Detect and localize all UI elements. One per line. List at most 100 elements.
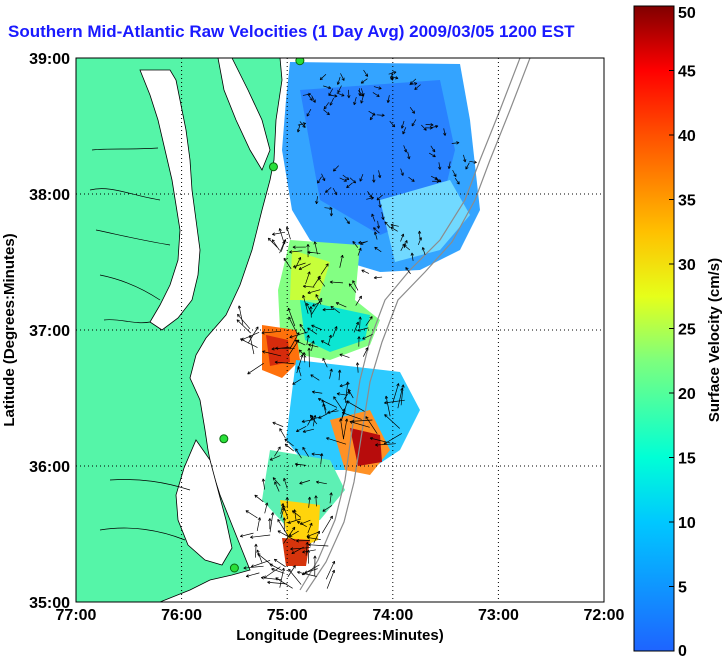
velocity-arrow (361, 269, 370, 274)
chesapeake-bay (139, 69, 201, 331)
velocity-arrow (237, 313, 251, 330)
velocity-arrow (347, 89, 351, 99)
x-tick-label: 74:00 (372, 607, 413, 624)
velocity-arrow (323, 109, 330, 116)
velocity-arrow (378, 199, 382, 208)
velocity-arrow (321, 173, 326, 182)
velocity-arrow (250, 534, 271, 539)
velocity-arrow (373, 231, 378, 240)
velocity-arrow (414, 84, 421, 90)
velocity-arrow (302, 428, 314, 433)
velocity-arrow (302, 549, 316, 554)
velocity-arrow (362, 347, 369, 357)
velocity-arrow (271, 239, 280, 251)
velocity-arrow (311, 324, 322, 331)
velocity-arrow (241, 331, 260, 341)
velocity-arrow (373, 275, 383, 280)
velocity-arrow (339, 177, 347, 182)
velocity-arrow (302, 294, 309, 314)
velocity-arrow (294, 462, 307, 466)
velocity-arrow (311, 390, 323, 394)
grid-lines (76, 58, 604, 602)
velocity-arrow (327, 410, 339, 414)
x-tick-label: 72:00 (584, 607, 625, 624)
y-axis-label: Latitude (Degrees:Minutes) (1, 233, 18, 426)
velocity-arrow (247, 363, 264, 375)
velocity-arrow (325, 560, 336, 580)
velocity-arrow (348, 283, 357, 293)
velocity-arrow (294, 256, 302, 270)
velocity-arrow (295, 539, 310, 543)
velocity-arrow (298, 349, 307, 358)
velocity-arrow (417, 230, 422, 240)
velocity-arrow (257, 553, 274, 567)
velocity-arrow (329, 208, 334, 217)
velocity-arrow (302, 446, 309, 457)
velocity-arrow (365, 416, 378, 434)
velocity-arrow (293, 509, 297, 521)
velocity-arrow (363, 69, 369, 77)
velocity-arrow (292, 245, 306, 249)
radar-stations (219, 58, 305, 573)
velocity-arrow (368, 110, 376, 116)
velocity-arrow (332, 165, 339, 172)
velocity-arrow (299, 480, 311, 485)
x-tick-label: 76:00 (161, 607, 202, 624)
velocity-arrow (353, 321, 359, 333)
colorbar (633, 5, 675, 652)
x-axis-label: Longitude (Degrees:Minutes) (236, 627, 444, 644)
velocity-arrow (411, 119, 417, 127)
velocity-arrow (279, 428, 286, 439)
velocity-arrow (301, 419, 314, 423)
velocity-arrow (271, 346, 291, 351)
velocity-arrow (344, 217, 350, 225)
velocity-arrow (254, 494, 264, 503)
velocity-arrow (339, 418, 344, 440)
colorbar-tick-label: 15 (678, 451, 696, 468)
velocity-arrow (314, 495, 318, 507)
velocity-arrow (313, 555, 317, 576)
velocity-arrow (309, 306, 313, 318)
radar-station-marker (268, 162, 278, 172)
velocity-arrow (288, 568, 302, 585)
velocity-arrow (384, 221, 391, 229)
velocity-arrow (359, 173, 364, 182)
velocity-arrow (287, 565, 296, 578)
velocity-arrow (454, 177, 460, 185)
velocity-arrow (329, 97, 334, 106)
velocity-arrow (366, 196, 375, 200)
velocity-arrow (381, 212, 385, 220)
velocity-arrow (323, 85, 332, 90)
velocity-arrow (371, 213, 376, 222)
bathymetry-contours (299, 58, 531, 593)
velocity-arrow (327, 334, 332, 345)
velocity-arrow (337, 369, 342, 381)
velocity-arrow (301, 564, 320, 576)
velocity-arrow (283, 526, 296, 544)
radar-station-marker (219, 434, 229, 444)
y-tick-label: 37:00 (29, 323, 70, 340)
velocity-arrow (272, 421, 284, 427)
velocity-arrow (343, 390, 351, 400)
velocity-arrow (279, 567, 285, 588)
velocity-arrow (245, 510, 258, 519)
velocity-arrow (329, 94, 338, 98)
velocity-arrow (469, 160, 477, 164)
velocity-arrow (339, 383, 350, 388)
velocity-arrow (306, 536, 321, 540)
velocity-arrow (425, 123, 434, 127)
velocity-arrow (408, 176, 415, 182)
velocity-arrow (357, 247, 362, 256)
delaware-bay (217, 58, 271, 171)
x-tick-label: 77:00 (56, 607, 97, 624)
velocity-arrow (295, 448, 302, 459)
velocity-arrow (410, 252, 414, 261)
velocity-arrow (372, 92, 380, 97)
velocity-arrow (239, 532, 254, 538)
velocity-arrow (362, 334, 373, 340)
velocity-arrow (277, 518, 289, 537)
velocity-arrow (390, 72, 394, 81)
velocity-arrow (349, 177, 357, 184)
velocity-arrow (430, 175, 438, 180)
